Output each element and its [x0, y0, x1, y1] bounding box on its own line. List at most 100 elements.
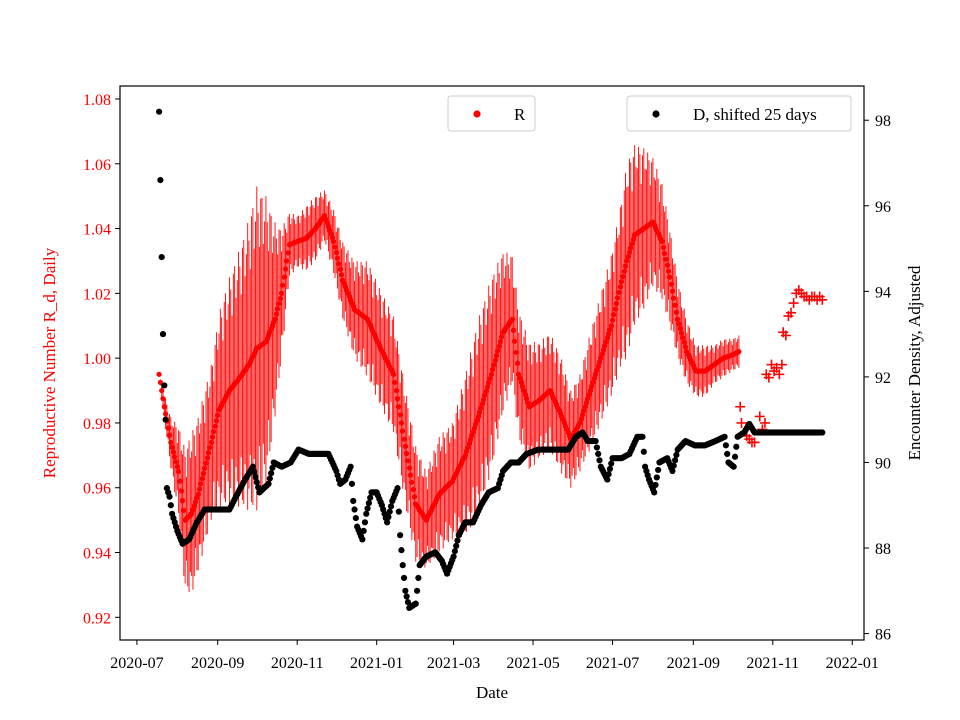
r-point — [676, 321, 682, 327]
d-point — [268, 470, 275, 477]
r-point — [411, 494, 418, 500]
r-point — [622, 263, 629, 269]
r-point — [628, 245, 634, 251]
r-projected-point — [776, 359, 787, 370]
y-right-tick-label: 92 — [875, 370, 891, 387]
x-tick-label: 2020-11 — [271, 655, 324, 672]
d-point — [403, 593, 410, 600]
r-projected-point — [788, 298, 799, 309]
r-point — [592, 371, 599, 377]
y-left-tick-label: 0.98 — [83, 416, 111, 433]
r-point — [285, 250, 291, 256]
r-point — [664, 262, 670, 268]
r-point — [678, 330, 685, 336]
r-point — [591, 375, 597, 381]
r-point — [577, 420, 583, 426]
legend-d-box — [626, 95, 852, 132]
r-point — [602, 343, 608, 349]
y-left-tick-label: 0.94 — [83, 546, 111, 563]
r-point — [177, 478, 183, 484]
plot-frame — [119, 85, 865, 641]
r-point — [332, 244, 338, 250]
r-point — [594, 367, 600, 373]
r-point — [520, 383, 526, 390]
r-point — [630, 236, 636, 242]
r-point — [682, 344, 689, 350]
x-tick-label: 2021-01 — [350, 655, 403, 672]
legend-d: D, shifted 25 days — [626, 95, 852, 132]
r-point — [509, 316, 515, 322]
d-point — [251, 468, 258, 475]
d-point — [253, 479, 260, 486]
d-point — [669, 467, 676, 475]
d-point — [386, 508, 393, 515]
r-point — [662, 250, 668, 256]
r-point — [480, 397, 487, 403]
r-point — [405, 458, 411, 464]
r-point — [165, 425, 171, 431]
plot-layer — [155, 108, 828, 612]
d-point — [451, 548, 458, 555]
r-point — [620, 273, 626, 280]
y-axis-right-label: Encounter Density, Adjusted — [905, 265, 924, 460]
legend-r-box — [447, 95, 536, 132]
y-right-tick-label: 90 — [875, 455, 891, 472]
r-projected-point — [749, 437, 760, 448]
legend-d-label: D, shifted 25 days — [693, 105, 817, 124]
y-right-tick-label: 88 — [875, 541, 891, 558]
r-point — [337, 266, 343, 272]
d-point — [450, 553, 457, 560]
r-point — [278, 290, 285, 296]
r-point — [277, 295, 283, 302]
d-point — [604, 476, 611, 483]
r-point — [487, 375, 493, 382]
r-point — [483, 388, 489, 394]
r-point — [280, 282, 286, 288]
d-point — [350, 497, 357, 505]
r-point — [400, 428, 406, 434]
d-point — [397, 532, 404, 539]
d-point — [606, 465, 614, 472]
r-point — [677, 325, 683, 332]
x-tick-label: 2020-07 — [110, 655, 163, 672]
r-point — [736, 349, 742, 355]
r-point — [169, 444, 175, 450]
r-point — [204, 455, 210, 461]
r-point — [176, 468, 182, 475]
r-point — [170, 449, 177, 455]
d-point — [348, 480, 356, 487]
r-point — [595, 363, 601, 369]
x-tick-label: 2021-05 — [506, 655, 559, 672]
d-point — [384, 519, 391, 526]
y-left-tick-label: 1.08 — [83, 92, 111, 109]
r-point — [207, 444, 213, 451]
r-point — [587, 387, 593, 394]
r-point — [211, 428, 217, 435]
d-point — [399, 562, 406, 569]
r-point — [334, 255, 341, 261]
r-point — [621, 268, 627, 274]
d-point — [402, 587, 409, 594]
r-point — [336, 261, 342, 267]
r-projected-point — [780, 330, 791, 341]
x-tick-label: 2021-07 — [586, 655, 639, 672]
r-point — [479, 401, 485, 407]
r-point — [608, 323, 614, 329]
r-point — [394, 396, 401, 402]
r-point — [491, 362, 497, 368]
r-point — [496, 343, 502, 349]
r-point — [629, 241, 635, 247]
y-right-tick-label: 98 — [875, 113, 891, 130]
r-point — [168, 439, 174, 445]
r-point — [284, 258, 290, 264]
d-point — [387, 503, 395, 510]
r-point — [209, 434, 216, 440]
r-point — [663, 256, 669, 262]
d-point — [671, 457, 679, 464]
r-point — [669, 288, 676, 294]
d-point — [595, 450, 602, 458]
d-point — [352, 514, 359, 522]
r-projected-point — [817, 294, 828, 305]
r-point — [477, 409, 483, 415]
